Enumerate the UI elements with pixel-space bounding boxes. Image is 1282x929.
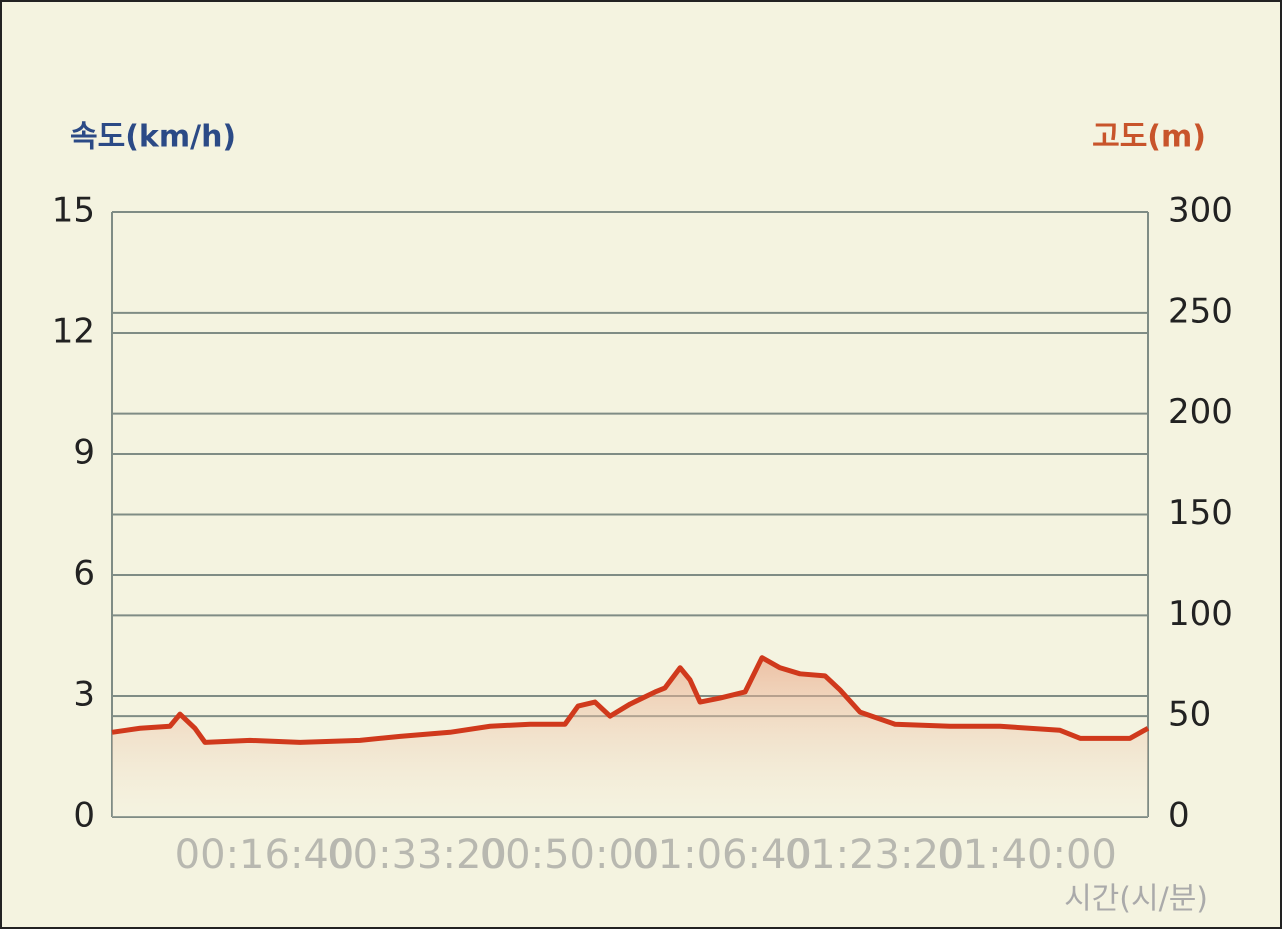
y2-tick-label: 300 <box>1168 191 1233 231</box>
x-tick-label: 01:40:00 <box>937 832 1117 878</box>
y2-tick-label: 200 <box>1168 392 1233 432</box>
y-tick-label: 0 <box>73 796 95 836</box>
x-tick-label: 00:50:00 <box>480 832 660 878</box>
y2-tick-label: 150 <box>1168 493 1233 533</box>
area <box>112 657 1148 817</box>
y2-tick-label: 250 <box>1168 291 1233 331</box>
y2-tick-label: 0 <box>1168 796 1190 836</box>
x-tick-label: 01:23:20 <box>785 832 965 878</box>
y-axis-label: 속도(km/h) <box>70 120 236 155</box>
y2-axis-label: 고도(m) <box>1092 120 1206 155</box>
line <box>111 655 1150 745</box>
y-tick-label: 9 <box>73 433 95 473</box>
x-tick-label: 00:33:20 <box>327 832 507 878</box>
y-tick-label: 6 <box>73 554 95 594</box>
y2-tick-label: 100 <box>1168 594 1233 634</box>
y2-tick-label: 50 <box>1168 695 1211 735</box>
x-tick-label: 00:16:40 <box>175 832 355 878</box>
y-tick-label: 3 <box>73 675 95 715</box>
y-tick-label: 12 <box>52 312 95 352</box>
x-axis-label: 시간(시/분) <box>1064 882 1208 917</box>
y-tick-label: 15 <box>52 191 95 231</box>
x-tick-label: 01:06:40 <box>632 832 812 878</box>
